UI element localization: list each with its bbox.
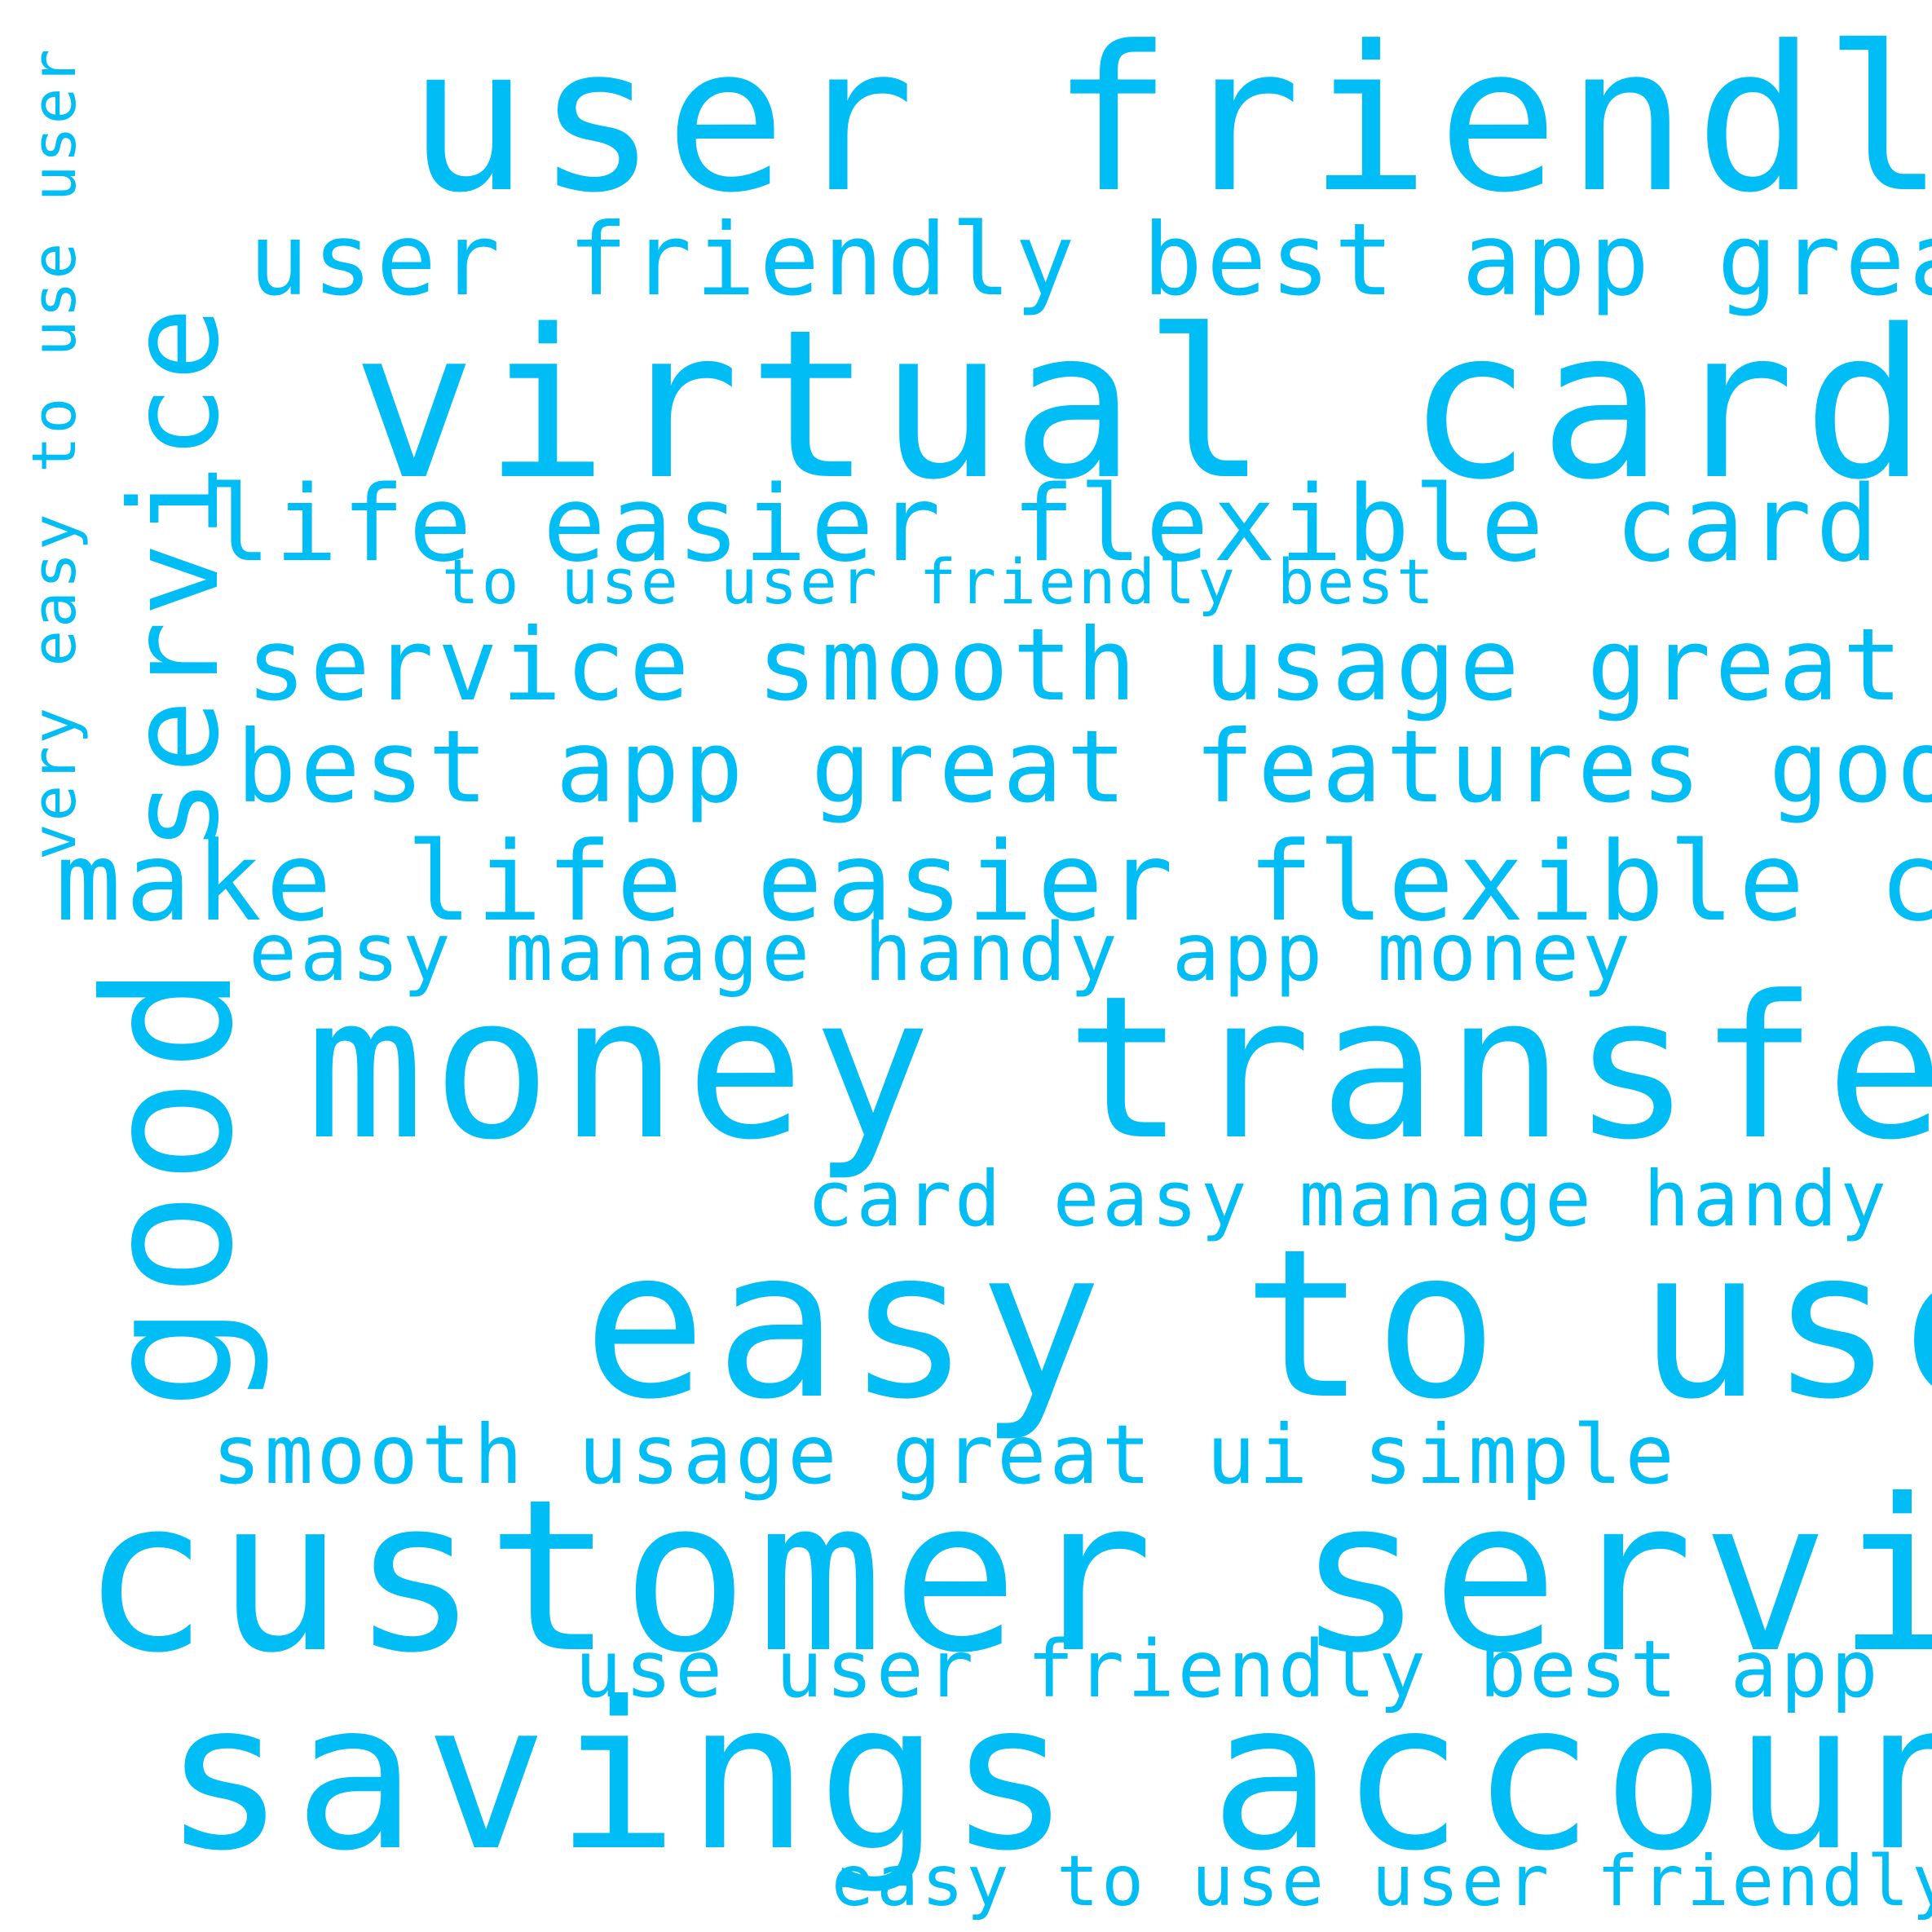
phrase-make-life-easier-flexible-card: make life easier flexible card [55, 818, 1932, 946]
phrase-customer-service: customer service [82, 1454, 1932, 1699]
phrase-savings-account: savings account [163, 1658, 1932, 1895]
phrase-card-easy-manage-handy-app: card easy manage handy app [807, 1155, 1932, 1244]
phrase-easy-to-use: easy to use [583, 1206, 1932, 1445]
phrase-virtual-card: virtual card [352, 286, 1932, 525]
phrase-use-user-friendly-best-app: use user friendly best app [575, 1624, 1881, 1715]
phrase-money-transfer: money transfer [306, 954, 1932, 1184]
phrase-easy-to-use-user-friendly: easy to use user friendly [831, 1841, 1932, 1922]
phrase-user-friendly-best-app-great: user friendly best app great [249, 202, 1932, 318]
phrase-good-vertical: good [67, 958, 271, 1410]
phrase-user-friendly: user friendly [408, 4, 1932, 237]
phrase-service-vertical: service [104, 302, 246, 852]
phrase-life-easier-flexible-card-easy: life easier flexible card easy [208, 464, 1932, 585]
phrase-smooth-usage-great-ui-simple: smooth usage great ui simple [212, 1407, 1678, 1502]
phrase-very-easy-to-use-user-vertical: very easy to use user [20, 46, 90, 860]
phrase-service-smooth-usage-great-ui: service smooth usage great ui [246, 607, 1932, 723]
phrase-best-app-great-features-good: best app great features good [236, 709, 1932, 825]
phrase-easy-manage-handy-app-money: easy manage handy app money [249, 906, 1634, 999]
phrase-to-use-user-friendly-best: to use user friendly best [442, 545, 1436, 618]
